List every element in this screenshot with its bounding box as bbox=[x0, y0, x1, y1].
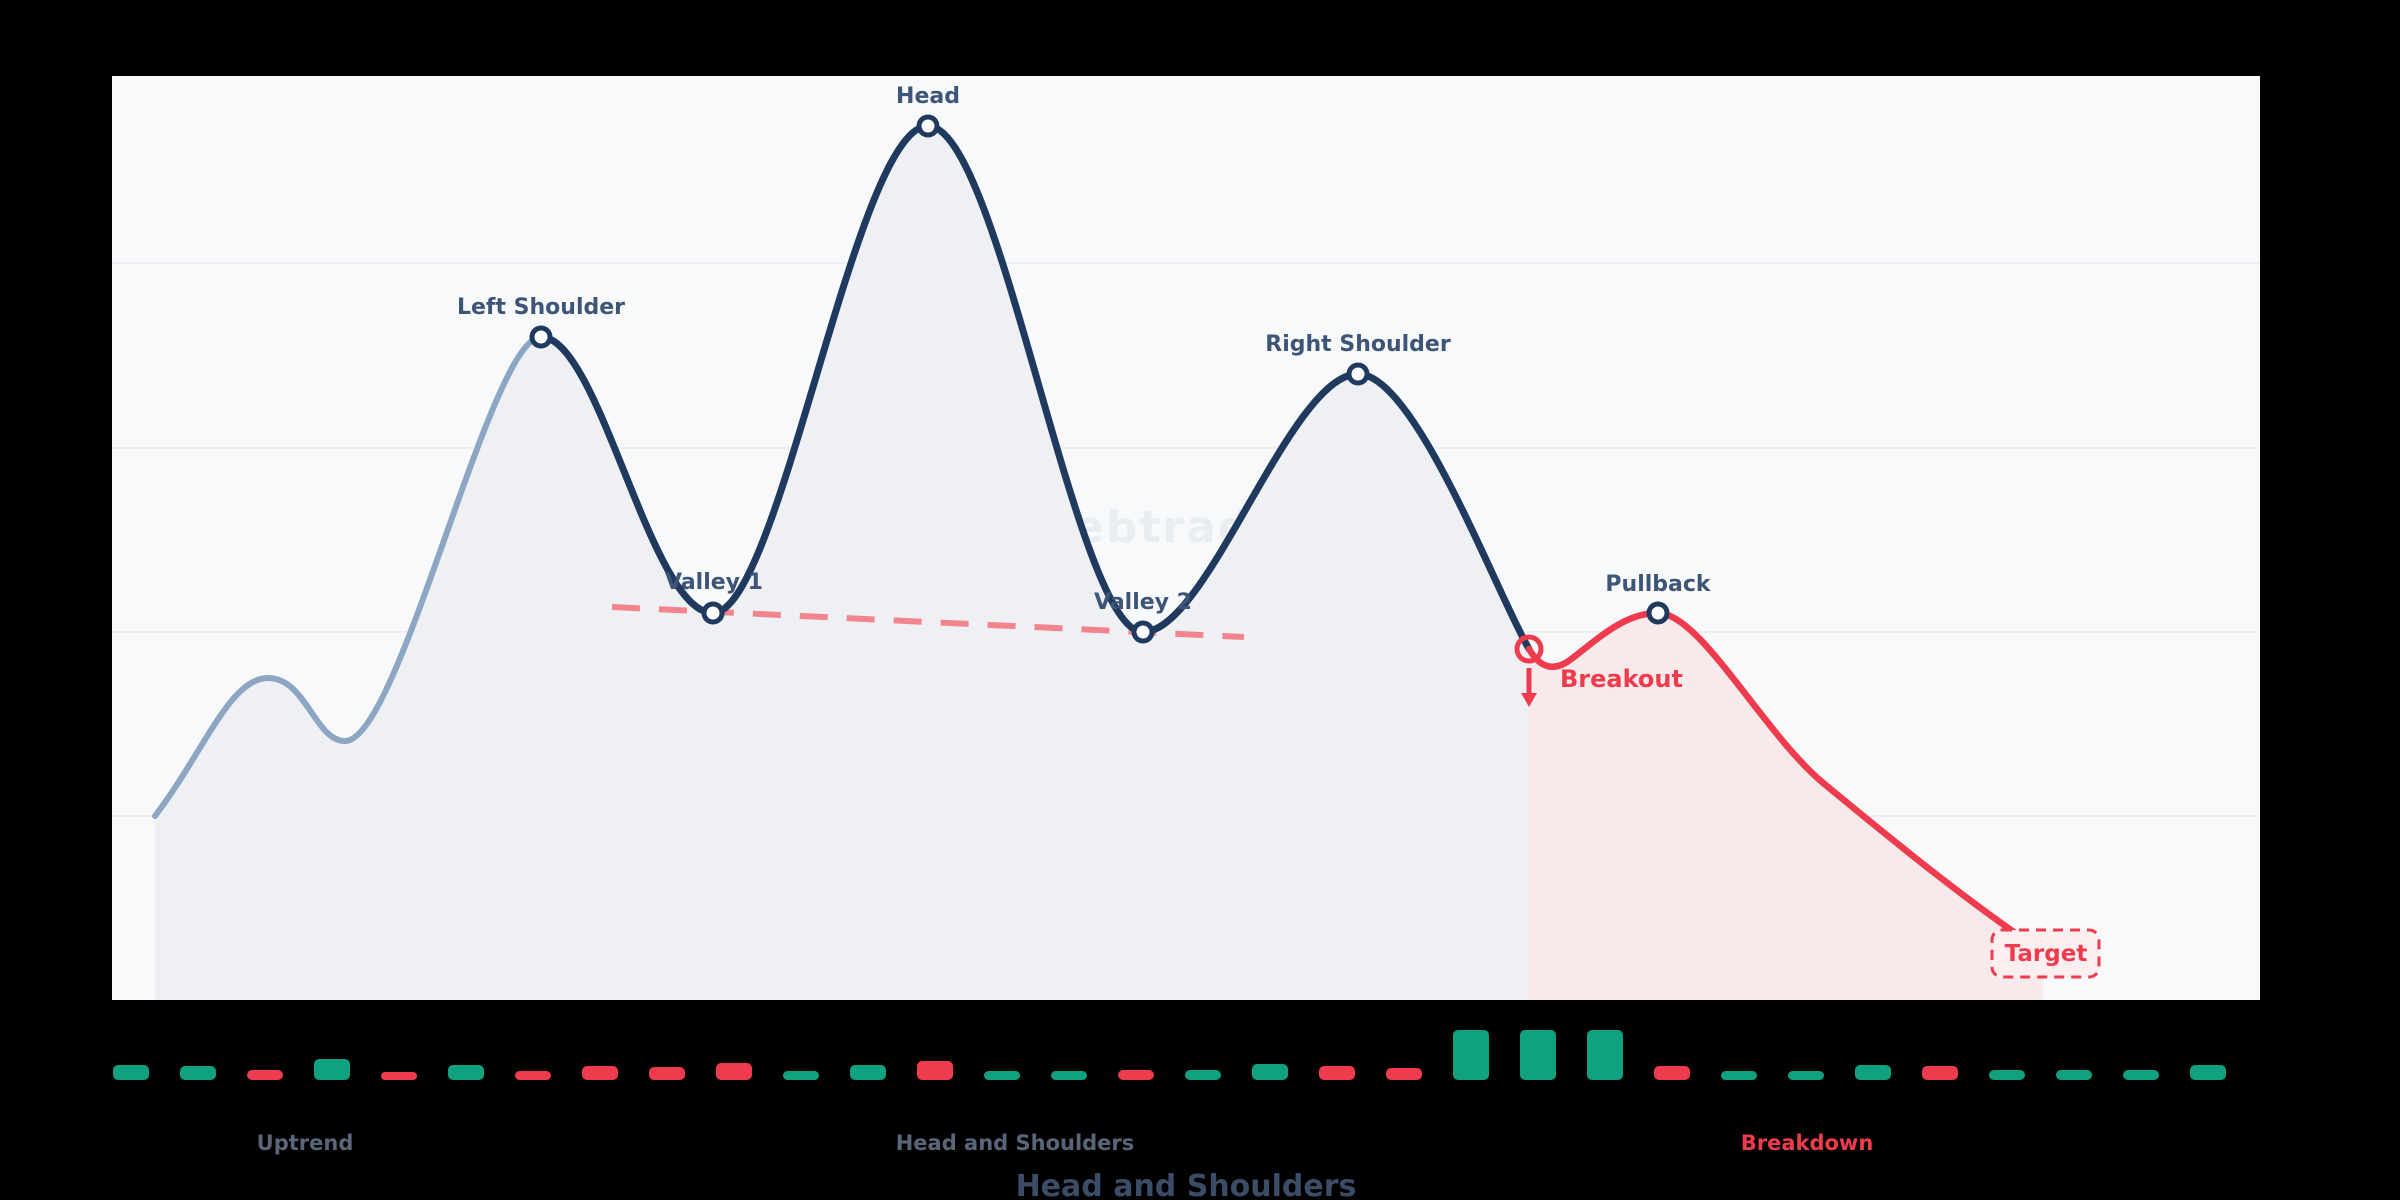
marker-right-shoulder bbox=[1346, 362, 1370, 386]
pattern-markers bbox=[529, 114, 1670, 644]
volume-bar bbox=[716, 1063, 752, 1080]
volume-bar bbox=[649, 1067, 685, 1080]
volume-bar bbox=[515, 1071, 551, 1080]
breakout-label: Breakout bbox=[1560, 665, 1683, 693]
down-arrow-icon bbox=[1521, 693, 1537, 707]
volume-bar bbox=[247, 1070, 283, 1080]
volume-bar bbox=[113, 1065, 149, 1080]
volume-bar bbox=[1252, 1064, 1288, 1080]
volume-bar bbox=[1989, 1070, 2025, 1080]
volume-bar bbox=[2056, 1070, 2092, 1080]
volume-bar bbox=[1386, 1068, 1422, 1080]
breakout-annotation: Breakout bbox=[1514, 634, 1683, 707]
chart-title: Head and Shoulders bbox=[1016, 1169, 1357, 1200]
volume-bar bbox=[1922, 1066, 1958, 1080]
marker-pullback bbox=[1646, 601, 1670, 625]
label-valley-2: Valley 2 bbox=[1094, 590, 1192, 615]
pattern-labels: Left Shoulder Valley 1 Head Valley 2 Right S… bbox=[457, 84, 1712, 615]
phase-label-uptrend: Uptrend bbox=[257, 1131, 354, 1155]
volume-bar bbox=[783, 1071, 819, 1080]
volume-bar bbox=[2123, 1070, 2159, 1080]
label-left-shoulder: Left Shoulder bbox=[457, 295, 625, 320]
label-valley-1: Valley 1 bbox=[665, 570, 763, 595]
uptrend-line bbox=[152, 334, 544, 819]
breakdown-area-fill bbox=[1529, 613, 2043, 1000]
volume-bar bbox=[448, 1065, 484, 1080]
volume-bar bbox=[1721, 1071, 1757, 1080]
breakdown-line bbox=[1525, 609, 2047, 956]
volume-bar bbox=[850, 1065, 886, 1080]
volume-bar bbox=[1453, 1030, 1489, 1080]
volume-bar bbox=[582, 1066, 618, 1080]
volume-bar bbox=[984, 1071, 1020, 1080]
label-right-shoulder: Right Shoulder bbox=[1265, 332, 1451, 357]
marker-head bbox=[916, 114, 940, 138]
marker-left-shoulder bbox=[529, 325, 553, 349]
volume-bar bbox=[180, 1066, 216, 1080]
volume-bar bbox=[1788, 1071, 1824, 1080]
breakout-circle-marker bbox=[1514, 634, 1544, 664]
phase-label-head-and-shoulders: Head and Shoulders bbox=[896, 1131, 1135, 1155]
volume-bar bbox=[1654, 1066, 1690, 1080]
target-box bbox=[1990, 928, 2101, 979]
volume-bar bbox=[314, 1059, 350, 1080]
pattern-area-fill bbox=[155, 126, 1529, 1000]
volume-bar bbox=[1319, 1066, 1355, 1080]
label-head: Head bbox=[896, 84, 960, 109]
target-annotation: Target bbox=[1990, 928, 2101, 979]
volume-bar bbox=[381, 1072, 417, 1080]
volume-bar bbox=[1051, 1071, 1087, 1080]
volume-bars bbox=[113, 1030, 2226, 1080]
volume-bar bbox=[1855, 1065, 1891, 1080]
volume-bar bbox=[1185, 1070, 1221, 1080]
volume-bar bbox=[1118, 1070, 1154, 1080]
volume-bar bbox=[2190, 1065, 2226, 1080]
marker-valley-2 bbox=[1131, 620, 1155, 644]
target-label: Target bbox=[2005, 941, 2088, 967]
volume-bar bbox=[917, 1061, 953, 1080]
volume-bar bbox=[1520, 1030, 1556, 1080]
label-pullback: Pullback bbox=[1605, 572, 1712, 597]
marker-valley-1 bbox=[701, 601, 725, 625]
volume-bar bbox=[1587, 1030, 1623, 1080]
phase-labels: Uptrend Head and Shoulders Breakdown bbox=[257, 1131, 1874, 1155]
phase-label-breakdown: Breakdown bbox=[1741, 1131, 1874, 1155]
